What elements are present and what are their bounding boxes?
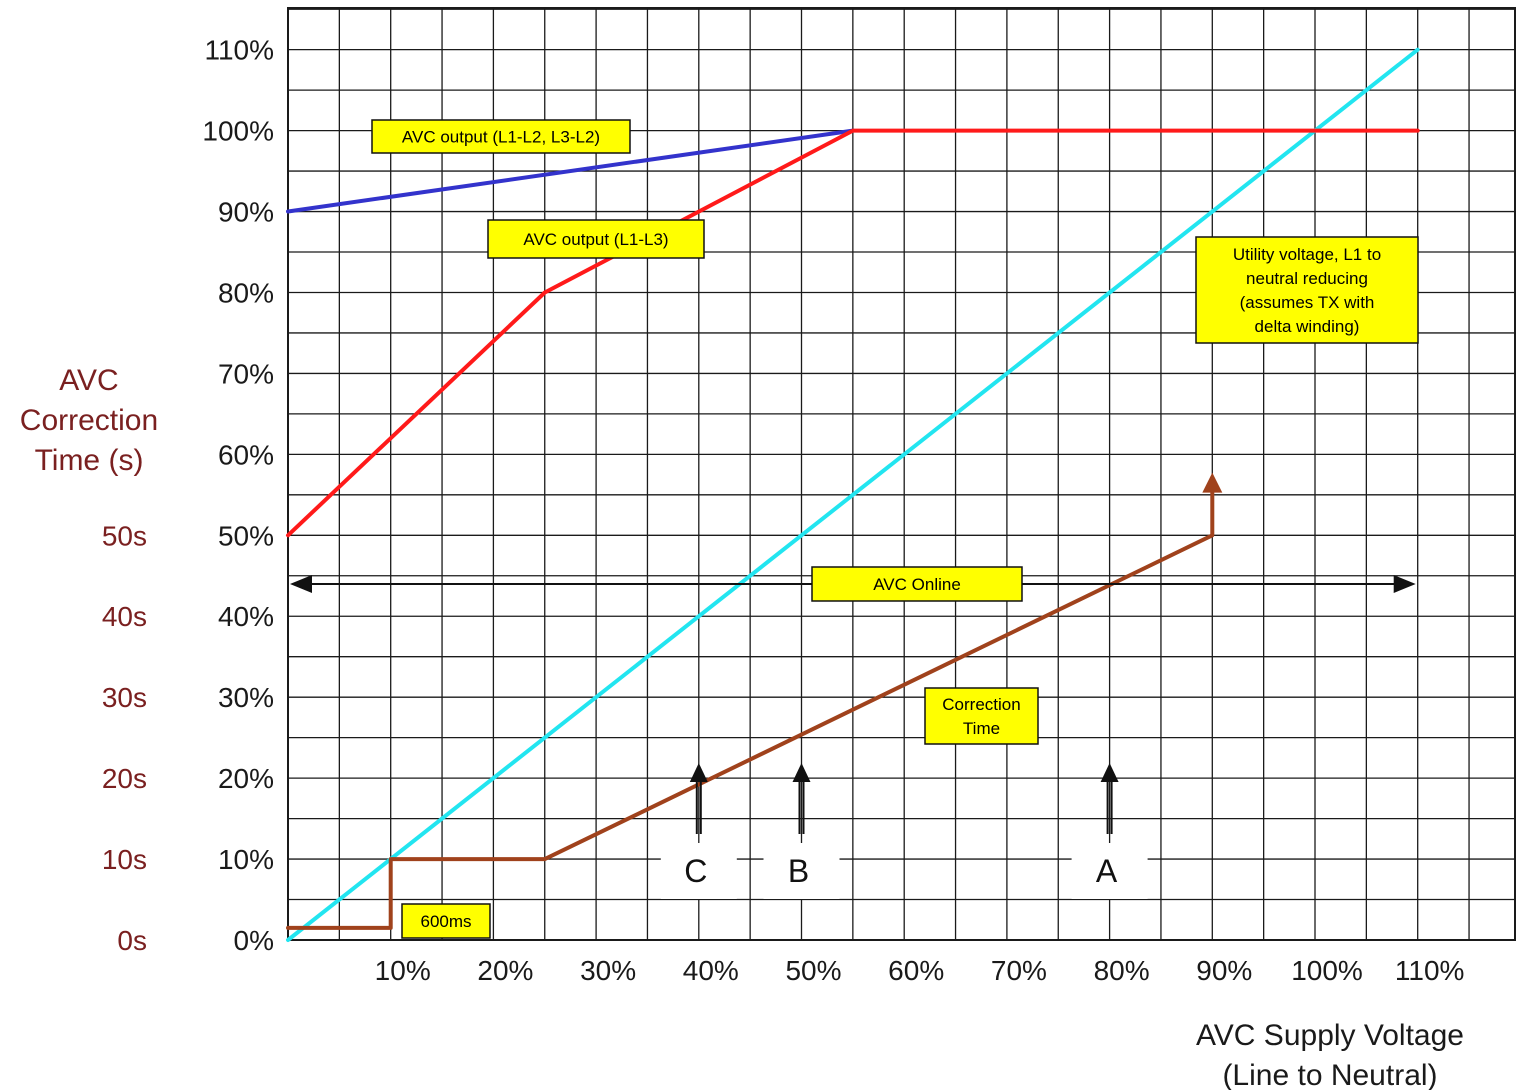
online-arrow-right: [1393, 575, 1416, 593]
marker-label-bg: [763, 843, 840, 899]
x-tick-label: 20%: [477, 955, 533, 986]
series-line-l1l2: [286, 128, 855, 214]
annotation-text: Utility voltage, L1 to: [1233, 245, 1381, 264]
marker-arrowhead: [792, 763, 811, 782]
online-arrow-left: [290, 575, 312, 593]
annotation-box: [924, 687, 1039, 745]
annotation-text: neutral reducing: [1246, 269, 1368, 288]
annotation-text: AVC output (L1-L3): [523, 230, 668, 249]
y-tick-label: 30%: [218, 682, 274, 713]
x-tick-label: 60%: [888, 955, 944, 986]
annotation-text: (assumes TX with: [1240, 293, 1375, 312]
ann-online: AVC Online: [811, 566, 1023, 602]
y-tick-label: 40%: [218, 601, 274, 632]
x-tick-label: 50%: [785, 955, 841, 986]
marker-label: A: [1096, 853, 1118, 889]
x-tick-label: 110%: [1395, 955, 1465, 986]
x-tick-label: 10%: [375, 955, 431, 986]
annotation-box: [811, 566, 1023, 602]
ann-600ms: 600ms: [401, 903, 491, 939]
annotations-layer: AVC output (L1-L2, L3-L2) AVC output (L1-…: [371, 119, 1419, 939]
series-line-correction: [286, 476, 1215, 930]
marker-label: B: [788, 853, 809, 889]
y-tick-label: 0%: [234, 925, 274, 956]
marker-label: C: [684, 853, 707, 889]
y-tick-label: 10%: [218, 844, 274, 875]
x-axis-title: (Line to Neutral): [1222, 1059, 1437, 1090]
annotation-box: [487, 219, 705, 259]
annotation-box: [371, 119, 631, 154]
y-axis-title: Time (s): [35, 444, 144, 477]
series-line-utility: [286, 47, 1420, 942]
time-tick-label: 50s: [102, 520, 147, 551]
time-tick-label: 10s: [102, 844, 147, 875]
annotation-text: Correction: [942, 695, 1020, 714]
y-tick-label: 80%: [218, 277, 274, 308]
y-tick-label: 70%: [218, 358, 274, 389]
annotation-text: Time: [963, 719, 1000, 738]
x-tick-label: 90%: [1196, 955, 1252, 986]
marker-label-bg: [1071, 843, 1148, 899]
plot-frame: [287, 7, 1516, 941]
x-tick-label: 100%: [1291, 955, 1363, 986]
ann-correction: Correction Time: [924, 687, 1039, 745]
annotation-text: AVC Online: [873, 575, 961, 594]
ann-l1l2: AVC output (L1-L2, L3-L2): [371, 119, 631, 154]
y-axis-ticks: 0% 10% 20% 30% 40% 50% 60% 70% 80% 90% 100% 110%: [202, 35, 274, 956]
marker-arrowhead: [689, 763, 708, 782]
y-tick-label: 60%: [218, 439, 274, 470]
marker-arrowhead: [1100, 763, 1119, 782]
annotation-box: [401, 903, 491, 939]
x-tick-label: 30%: [580, 955, 636, 986]
x-tick-label: 70%: [991, 955, 1047, 986]
time-tick-label: 20s: [102, 763, 147, 794]
y-tick-label: 100%: [202, 116, 274, 147]
x-axis-ticks: 10% 20% 30% 40% 50% 60% 70% 80% 90% 100% 110%: [375, 955, 1465, 986]
x-tick-label: 40%: [683, 955, 739, 986]
y-axis-title: AVC: [59, 364, 118, 397]
annotation-text: AVC output (L1-L2, L3-L2): [402, 128, 600, 147]
y-tick-label: 50%: [218, 520, 274, 551]
annotation-box: [1195, 236, 1419, 344]
time-tick-label: 40s: [102, 601, 147, 632]
time-tick-label: 0s: [117, 925, 147, 956]
y-axis-title: Correction: [20, 404, 158, 437]
series-line-l1l3: [286, 128, 1420, 538]
y-tick-label: 20%: [218, 763, 274, 794]
annotation-text: delta winding): [1255, 317, 1360, 336]
y-tick-label: 90%: [218, 197, 274, 228]
x-tick-label: 80%: [1094, 955, 1150, 986]
series-layer: [286, 47, 1420, 942]
time-tick-label: 30s: [102, 682, 147, 713]
time-axis-ticks: 0s 10s 20s 30s 40s 50s: [102, 520, 147, 956]
x-axis-title: AVC Supply Voltage: [1196, 1019, 1464, 1052]
y-tick-label: 110%: [204, 35, 274, 66]
ann-utility: Utility voltage, L1 to neutral reducing (a…: [1195, 236, 1419, 344]
annotation-text: 600ms: [420, 912, 471, 931]
axis-titles: AVC Correction Time (s) AVC Supply Voltage (…: [20, 364, 1464, 1090]
marker-label-bg: [660, 843, 737, 899]
grid: [287, 7, 1516, 941]
correction-arrowhead: [1202, 472, 1223, 493]
ann-l1l3: AVC output (L1-L3): [487, 219, 705, 259]
